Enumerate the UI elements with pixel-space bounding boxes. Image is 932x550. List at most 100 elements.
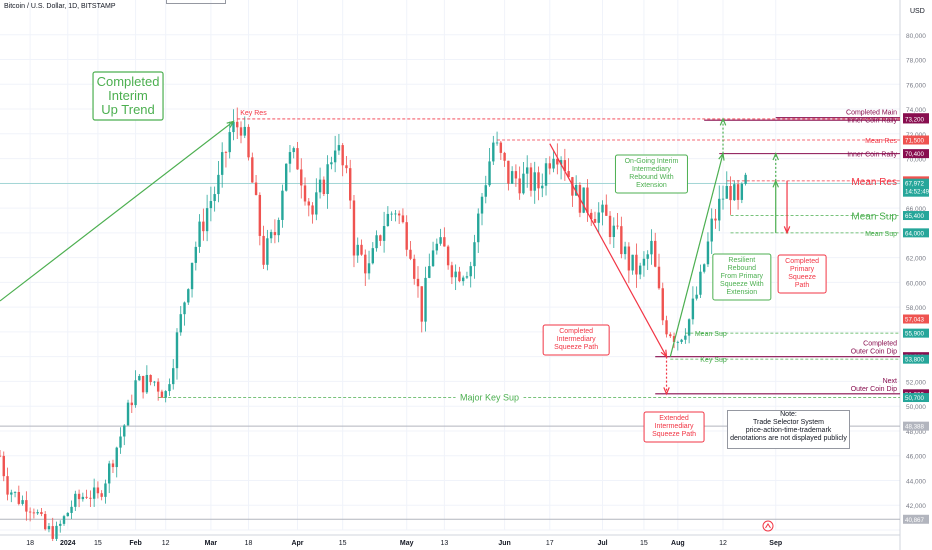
candle-down	[714, 209, 717, 229]
candle-down	[258, 192, 262, 246]
candle-body	[66, 512, 69, 517]
candle-body	[401, 215, 405, 223]
candle-up	[718, 185, 721, 232]
candle-up	[492, 135, 495, 165]
time-tick-label: 17	[546, 540, 554, 547]
ongoing-interim-rebound-label: On-Going Interim	[625, 158, 679, 165]
price-tick-label: 50,000	[906, 404, 926, 411]
candle-down	[89, 490, 92, 507]
completed-outer-coin-dip-label: Outer Coin Dip	[851, 349, 897, 356]
candle-body	[556, 158, 559, 165]
alert-icon[interactable]	[762, 520, 774, 532]
candle-body	[665, 320, 668, 335]
candle-down	[156, 378, 160, 401]
price-label-red: 57,043	[903, 314, 929, 324]
candle-body	[567, 171, 570, 178]
candle-body	[356, 244, 359, 256]
candle-down	[300, 158, 303, 199]
candle-body	[586, 187, 589, 213]
price-label-green: 65,400	[903, 211, 929, 221]
price-tick-label: 42,000	[906, 503, 926, 510]
up-trend-line-head	[226, 120, 235, 128]
candle-up	[318, 167, 322, 199]
candle-body	[620, 226, 623, 255]
candle-up	[220, 142, 224, 188]
candle-body	[510, 171, 514, 184]
candle-body	[461, 277, 465, 282]
candle-body	[85, 496, 88, 498]
ongoing-interim-rebound-label: Intermediary	[632, 166, 671, 173]
candle-body	[258, 194, 262, 236]
candle-up	[277, 217, 280, 243]
candle-down	[593, 211, 597, 224]
candle-up	[631, 254, 634, 275]
time-tick-label: 15	[339, 540, 347, 547]
price-label-gray: 48,388	[903, 421, 929, 431]
candle-up	[55, 521, 58, 542]
candle-body	[379, 235, 382, 241]
candle-up	[10, 489, 13, 503]
candle-up	[544, 157, 548, 196]
candle-body	[138, 375, 141, 381]
candle-body	[254, 182, 258, 195]
candle-down	[25, 491, 28, 521]
candle-up	[213, 186, 216, 212]
candle-body	[522, 173, 525, 194]
candle-up	[164, 390, 167, 403]
candle-body	[721, 198, 725, 200]
candle-body	[164, 391, 167, 398]
candle-up	[217, 161, 220, 203]
candle-up	[695, 286, 698, 301]
candle-body	[548, 163, 551, 169]
candle-body	[601, 204, 604, 213]
candle-up	[721, 185, 725, 210]
ongoing-interim-rebound-label: Extension	[636, 182, 667, 189]
toolbar-tab[interactable]	[166, 0, 226, 4]
candle-body	[608, 215, 612, 238]
candle-body	[10, 492, 13, 495]
candle-down	[262, 225, 265, 270]
candle-down	[149, 374, 152, 386]
candle-body	[168, 384, 171, 392]
candle-body	[593, 218, 597, 223]
note-line: denotations are not displayed publicly	[730, 435, 847, 442]
candle-up	[710, 208, 713, 255]
candle-up	[510, 166, 514, 185]
candle-body	[612, 225, 616, 238]
candle-body	[153, 381, 156, 383]
price-label-bg	[903, 314, 929, 324]
price-label-text: 71,500	[905, 138, 924, 145]
candle-body	[47, 526, 51, 530]
candle-body	[266, 238, 269, 265]
price-label-dark_red: 73,200	[903, 114, 929, 124]
candle-body	[198, 221, 201, 247]
candle-body	[108, 463, 111, 484]
candle-body	[217, 174, 220, 195]
candle-down	[202, 208, 205, 241]
candle-up	[172, 359, 175, 390]
candle-up	[382, 211, 386, 253]
candle-down	[405, 215, 408, 257]
candle-body	[525, 167, 529, 174]
candle-body	[409, 249, 412, 259]
candle-body	[232, 121, 235, 133]
candle-down	[96, 481, 100, 499]
candle-body	[262, 235, 265, 265]
candle-up	[601, 200, 604, 226]
candle-up	[205, 194, 209, 242]
time-tick-label: Feb	[129, 540, 141, 547]
completed-intermediary-squeeze-label: Intermediary	[557, 336, 596, 343]
candle-down	[608, 211, 612, 245]
price-label-bg	[903, 328, 929, 338]
candle-down	[160, 389, 164, 398]
candle-up	[232, 109, 235, 141]
candle-body	[537, 172, 540, 189]
candle-up	[123, 424, 126, 446]
key-res-label: Key Res	[240, 110, 267, 117]
candle-body	[6, 476, 9, 495]
candle-down	[420, 286, 423, 333]
candle-body	[544, 163, 548, 186]
candle-up	[559, 156, 563, 180]
note-line: Trade Selector System	[753, 419, 824, 426]
